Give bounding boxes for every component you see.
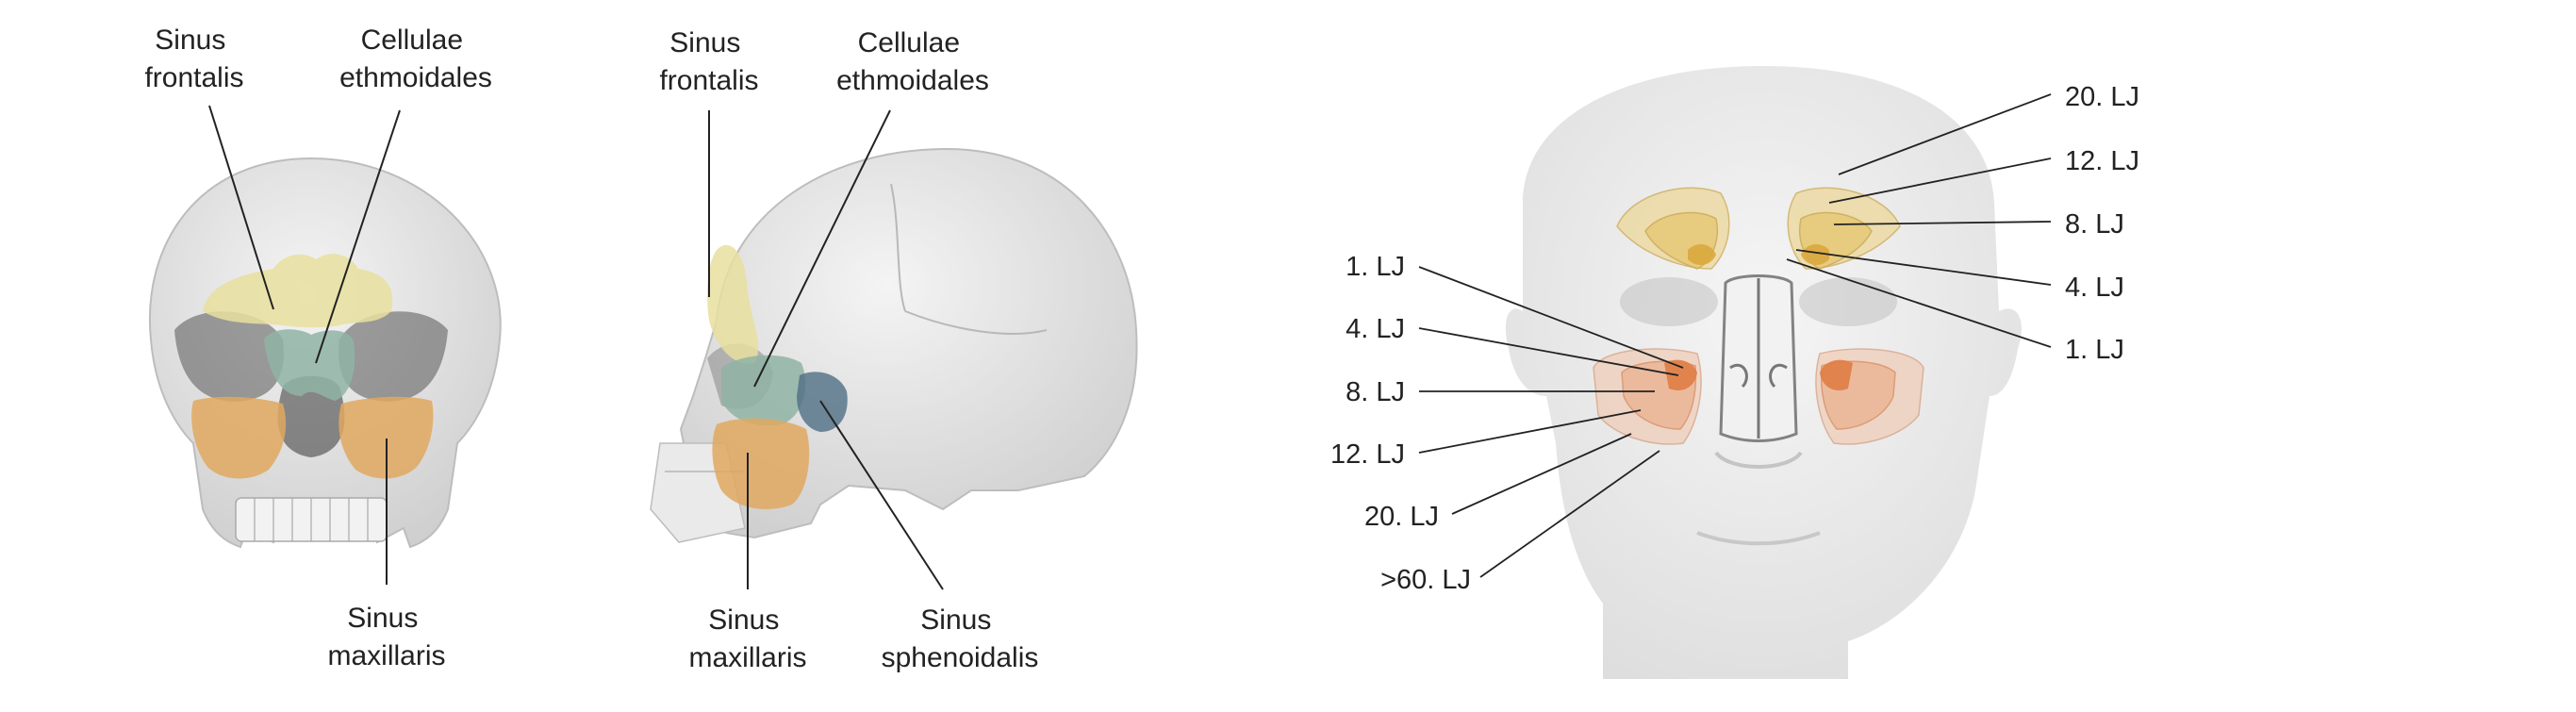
front-teeth bbox=[235, 497, 388, 542]
right-leader-4 bbox=[1795, 249, 2052, 286]
lateral-ethmoid-line1: Cellulae bbox=[858, 27, 960, 58]
front-maxillaris-label: Sinus maxillaris bbox=[327, 603, 445, 671]
right-label-4: 4. LJ bbox=[2065, 273, 2124, 303]
left-label-4: 4. LJ bbox=[1346, 314, 1405, 344]
front-ethmoid-line1: Cellulae bbox=[361, 25, 463, 56]
front-maxillaris-line1: Sinus bbox=[347, 603, 418, 634]
lateral-frontalis-label: Sinus frontalis bbox=[659, 27, 758, 96]
left-leader-4 bbox=[1418, 327, 1679, 376]
front-ethmoid-leader bbox=[315, 109, 401, 364]
right-leader-1 bbox=[1786, 258, 2052, 348]
left-leader-60 bbox=[1479, 450, 1660, 578]
left-label-60: >60. LJ bbox=[1380, 565, 1471, 595]
front-frontalis-label: Sinus frontalis bbox=[144, 25, 243, 93]
right-label-1: 1. LJ bbox=[2065, 335, 2124, 365]
lateral-maxillary-sinus bbox=[712, 418, 810, 509]
front-frontalis-line1: Sinus bbox=[155, 25, 225, 56]
lateral-ethmoid-leader bbox=[753, 109, 891, 388]
maxillary-sinus-age-stages bbox=[1593, 348, 1924, 445]
left-leader-12 bbox=[1418, 409, 1642, 454]
lateral-skull-panel: Sinus frontalis Cellulae ethmoidales Sin… bbox=[650, 27, 1138, 673]
front-ethmoid-line2: ethmoidales bbox=[339, 62, 492, 93]
right-leader-8 bbox=[1833, 221, 2052, 225]
front-frontalis-line2: frontalis bbox=[144, 62, 243, 93]
lateral-sphenoid-label: Sinus sphenoidalis bbox=[882, 604, 1039, 673]
face-illustration bbox=[1505, 66, 2022, 679]
lateral-sphenoid-leader bbox=[819, 400, 944, 590]
right-label-12: 12. LJ bbox=[2065, 146, 2139, 176]
front-maxillary-sinus-right bbox=[191, 396, 287, 479]
front-maxillaris-line2: maxillaris bbox=[327, 640, 445, 671]
lateral-maxillaris-line1: Sinus bbox=[708, 604, 779, 636]
front-frontalis-leader bbox=[208, 105, 274, 310]
front-ethmoid-label: Cellulae ethmoidales bbox=[339, 25, 492, 93]
front-maxillary-sinus-left bbox=[339, 396, 434, 479]
lateral-ethmoid-cells bbox=[721, 355, 806, 426]
right-leader-20 bbox=[1838, 93, 2052, 175]
lateral-ethmoid-label: Cellulae ethmoidales bbox=[836, 27, 989, 96]
lateral-sphenoid-line1: Sinus bbox=[920, 604, 991, 636]
lateral-frontalis-line2: frontalis bbox=[659, 65, 758, 96]
right-label-8: 8. LJ bbox=[2065, 209, 2124, 240]
lateral-maxillaris-label: Sinus maxillaris bbox=[688, 604, 806, 673]
left-leader-20 bbox=[1451, 433, 1632, 515]
right-label-20: 20. LJ bbox=[2065, 82, 2139, 112]
right-leader-12 bbox=[1828, 157, 2052, 204]
left-leader-1 bbox=[1418, 266, 1684, 369]
lateral-maxillaris-line2: maxillaris bbox=[688, 642, 806, 673]
lateral-ethmoid-line2: ethmoidales bbox=[836, 65, 989, 96]
lateral-frontalis-line1: Sinus bbox=[669, 27, 740, 58]
left-label-1: 1. LJ bbox=[1346, 252, 1405, 282]
left-label-20: 20. LJ bbox=[1364, 502, 1439, 532]
left-label-12: 12. LJ bbox=[1330, 439, 1405, 470]
face-development-panel: 20. LJ 12. LJ 8. LJ 4. LJ 1. LJ 1. LJ 4.… bbox=[1330, 66, 2139, 679]
left-label-8: 8. LJ bbox=[1346, 377, 1405, 407]
lateral-sphenoid-line2: sphenoidalis bbox=[882, 642, 1039, 673]
lateral-frontal-sinus bbox=[707, 244, 759, 364]
front-skull-panel: Sinus frontalis Cellulae ethmoidales Sin… bbox=[144, 25, 502, 671]
frontal-sinus-age-stages bbox=[1616, 187, 1901, 270]
front-ethmoid-cells bbox=[264, 329, 355, 401]
